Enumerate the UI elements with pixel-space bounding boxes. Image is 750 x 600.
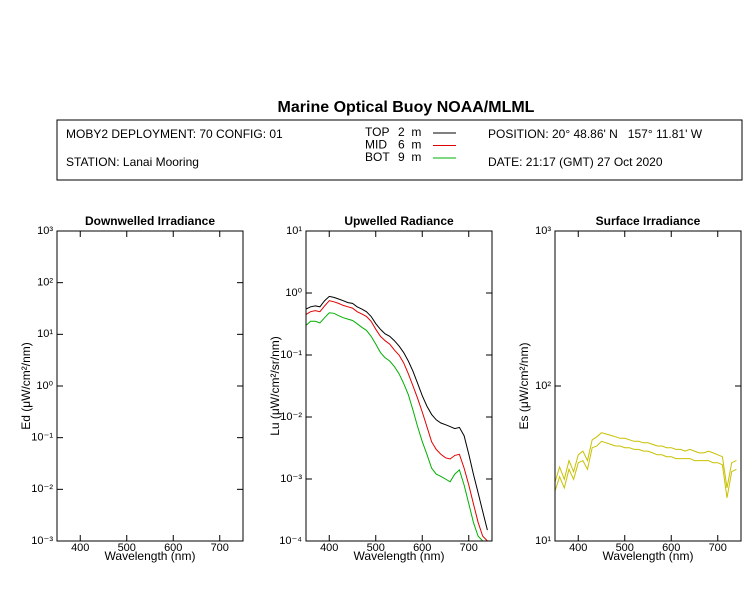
- data-line: [306, 300, 488, 541]
- y-tick-label: 10³: [37, 225, 53, 237]
- x-tick-label: 600: [662, 542, 680, 554]
- date: DATE: 21:17 (GMT) 27 Oct 2020: [488, 155, 663, 169]
- y-tick-label: 10²: [37, 277, 53, 289]
- x-tick-label: 500: [118, 542, 136, 554]
- panel-title: Surface Irradiance: [596, 214, 701, 228]
- y-tick-label: 10⁻⁴: [279, 535, 302, 547]
- y-tick-label: 10⁻³: [31, 535, 53, 547]
- data-line: [306, 295, 488, 531]
- x-tick-label: 600: [413, 542, 431, 554]
- page-title: Marine Optical Buoy NOAA/MLML: [278, 99, 535, 116]
- panel-title: Downwelled Irradiance: [85, 214, 215, 228]
- x-tick-label: 400: [71, 542, 89, 554]
- y-tick-label: 10²: [535, 380, 551, 392]
- y-tick-label: 10¹: [535, 535, 551, 547]
- x-axis-label: Wavelength (nm): [354, 549, 445, 563]
- y-tick-label: 10¹: [286, 225, 302, 237]
- y-axis-label: Ed (μW/cm²/nm): [19, 342, 33, 430]
- x-tick-label: 700: [211, 542, 229, 554]
- x-tick-label: 400: [569, 542, 587, 554]
- legend-name: MID: [365, 138, 387, 152]
- y-tick-label: 10⁻¹: [31, 432, 53, 444]
- x-axis-label: Wavelength (nm): [603, 549, 694, 563]
- data-line: [306, 312, 488, 541]
- x-axis-label: Wavelength (nm): [105, 549, 196, 563]
- x-tick-label: 600: [164, 542, 182, 554]
- y-tick-label: 10¹: [37, 328, 53, 340]
- deployment: MOBY2 DEPLOYMENT: 70 CONFIG: 01: [66, 127, 283, 141]
- data-line: [555, 440, 737, 498]
- y-tick-label: 10⁰: [285, 287, 302, 299]
- legend-depth: 9 m: [398, 150, 421, 164]
- y-tick-label: 10³: [535, 225, 551, 237]
- legend-depth: 6 m: [398, 138, 421, 152]
- y-tick-label: 10⁻³: [280, 473, 302, 485]
- plot-frame: [554, 230, 742, 542]
- plot-frame: [56, 230, 244, 542]
- legend-name: TOP: [365, 125, 389, 139]
- panel-title: Upwelled Radiance: [344, 214, 454, 228]
- y-tick-label: 10⁰: [36, 380, 53, 392]
- plot-frame: [305, 230, 493, 542]
- y-tick-label: 10⁻¹: [280, 349, 302, 361]
- station: STATION: Lanai Mooring: [66, 155, 199, 169]
- x-tick-label: 500: [367, 542, 385, 554]
- y-axis-label: Lu (μW/cm²/sr/nm): [268, 336, 282, 436]
- legend-depth: 2 m: [398, 125, 421, 139]
- y-tick-label: 10⁻²: [31, 483, 53, 495]
- y-axis-label: Es (μW/cm²/nm): [517, 343, 531, 430]
- legend-name: BOT: [365, 150, 390, 164]
- data-line: [555, 432, 737, 488]
- position: POSITION: 20° 48.86' N 157° 11.81' W: [488, 127, 703, 141]
- x-tick-label: 700: [709, 542, 727, 554]
- y-tick-label: 10⁻²: [280, 411, 302, 423]
- x-tick-label: 400: [320, 542, 338, 554]
- info-box: [56, 119, 743, 181]
- x-tick-label: 500: [616, 542, 634, 554]
- x-tick-label: 700: [460, 542, 478, 554]
